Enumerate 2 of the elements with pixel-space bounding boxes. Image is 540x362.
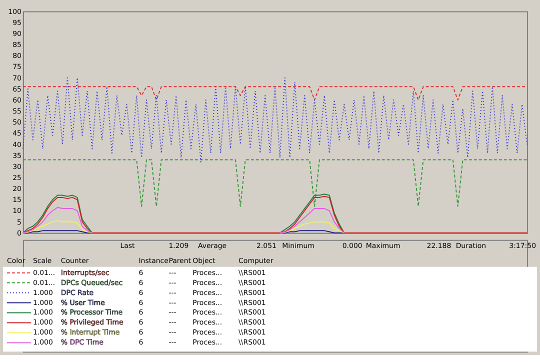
line-series xyxy=(22,77,528,162)
line-series xyxy=(22,196,528,234)
